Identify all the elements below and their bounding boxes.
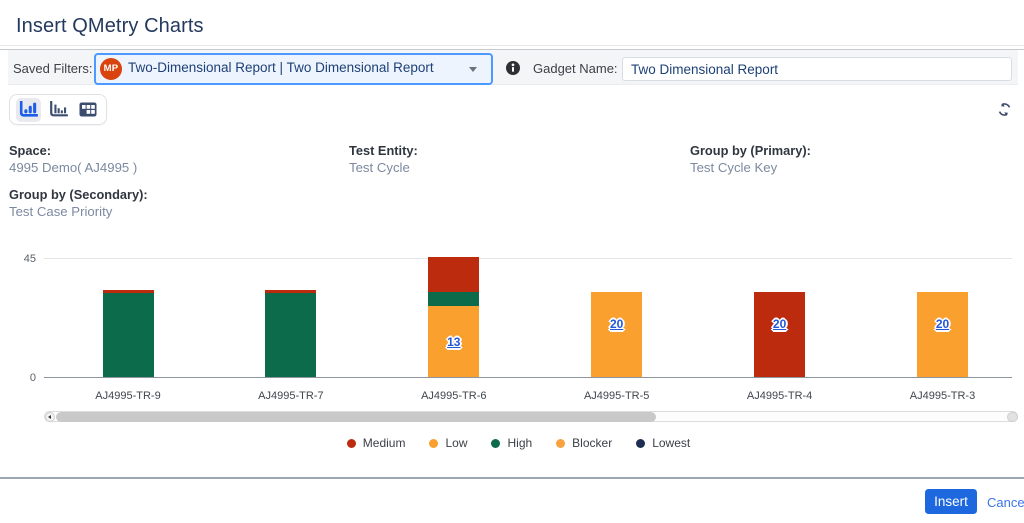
insert-button[interactable]: Insert	[925, 489, 977, 514]
stacked-bar-chart-icon	[19, 101, 38, 117]
meta-field-value: Test Case Priority	[9, 204, 113, 219]
bar-segment-high[interactable]	[102, 292, 154, 377]
legend-item-medium[interactable]: Medium	[346, 436, 406, 450]
x-axis-category-label: AJ4995-TR-7	[258, 390, 324, 402]
chart-legend: Medium Low High Blocker Lowest	[0, 436, 1024, 450]
x-axis-category-label: AJ4995-TR-6	[421, 390, 487, 402]
chart-scrollbar-thumb[interactable]	[56, 411, 656, 422]
table-icon	[79, 102, 97, 117]
legend-item-lowest[interactable]: Lowest	[636, 436, 690, 450]
saved-filters-select[interactable]: MP Two-Dimensional Report | Two Dimensio…	[94, 53, 493, 85]
scroll-left-button[interactable]	[44, 411, 55, 422]
meta-field: Group by (Secondary): Test Case Priority	[9, 186, 339, 221]
bar-segment-medium[interactable]	[102, 289, 154, 293]
table-view-button[interactable]	[76, 98, 101, 122]
toolbar-top-border	[0, 49, 1024, 50]
saved-filters-label: Saved Filters:	[13, 61, 93, 76]
x-axis-category-label: AJ4995-TR-5	[583, 390, 650, 402]
legend-dot	[636, 438, 646, 448]
gadget-name-label: Gadget Name:	[533, 61, 618, 76]
bar-count-link[interactable]: 20	[935, 316, 950, 331]
info-icon[interactable]	[506, 61, 520, 75]
meta-field: Group by (Primary): Test Cycle Key	[690, 142, 1020, 177]
legend-label: High	[507, 436, 533, 450]
meta-field-value: Test Cycle	[349, 160, 410, 175]
bar-segment-low[interactable]	[917, 292, 968, 377]
meta-field-value: 4995 Demo( AJ4995 )	[9, 160, 138, 175]
legend-item-low[interactable]: Low	[429, 436, 467, 450]
chevron-down-icon	[469, 67, 477, 72]
legend-label: Blocker	[572, 436, 613, 450]
x-axis-category-label: AJ4995-TR-9	[95, 390, 161, 402]
header-divider	[0, 45, 1024, 46]
gadget-name-input[interactable]	[622, 57, 1012, 81]
meta-field-label: Group by (Secondary):	[9, 187, 148, 202]
x-axis-category-label: AJ4995-TR-3	[909, 390, 976, 402]
scroll-right-button[interactable]	[1007, 411, 1018, 422]
footer-divider	[0, 477, 1024, 479]
legend-item-high[interactable]: High	[491, 436, 532, 450]
legend-dot	[491, 438, 501, 448]
stacked-bar-chart-view-button[interactable]	[15, 97, 41, 122]
bar-segment-medium[interactable]	[754, 292, 806, 377]
legend-label: Lowest	[652, 436, 691, 450]
chart-type-switcher	[9, 94, 107, 125]
dialog-title: Insert QMetry Charts	[16, 15, 204, 37]
cancel-link[interactable]: Cancel	[987, 495, 1024, 510]
bar-chart-icon	[49, 101, 68, 117]
bar-count-link[interactable]: 20	[610, 316, 624, 331]
y-axis-tick-label: 45	[23, 252, 36, 265]
bar-count-link[interactable]: 20	[772, 316, 787, 331]
x-axis-line	[44, 376, 1012, 379]
meta-field: Space: 4995 Demo( AJ4995 )	[9, 142, 339, 177]
bar-segment-high[interactable]	[265, 292, 317, 377]
legend-label: Low	[445, 436, 468, 450]
refresh-icon[interactable]	[998, 103, 1012, 117]
toolbar: Saved Filters: MP Two-Dimensional Report…	[8, 50, 1018, 85]
bar-segment-low[interactable]	[428, 305, 480, 377]
bar-count-link[interactable]: 13	[447, 335, 461, 350]
meta-field-value: Test Cycle Key	[690, 160, 778, 175]
gridline	[44, 258, 1012, 260]
legend-dot	[346, 438, 356, 448]
filter-type-badge: MP	[100, 58, 122, 80]
x-axis-category-label: AJ4995-TR-4	[746, 390, 813, 402]
bar-segment-medium[interactable]	[428, 256, 480, 292]
meta-field-label: Group by (Primary):	[690, 143, 811, 158]
meta-field-label: Test Entity:	[349, 143, 418, 158]
bar-segment-high[interactable]	[428, 291, 480, 306]
meta-field: Test Entity: Test Cycle	[349, 142, 679, 177]
y-axis-tick-label: 0	[29, 371, 36, 384]
bar-segment-low[interactable]	[591, 292, 643, 377]
legend-dot	[556, 438, 566, 448]
legend-dot	[429, 438, 439, 448]
bar-chart-view-button[interactable]	[46, 98, 71, 122]
legend-label: Medium	[362, 436, 406, 450]
bar-segment-medium[interactable]	[265, 289, 317, 293]
saved-filter-value: Two-Dimensional Report | Two Dimensional…	[128, 60, 434, 75]
meta-field-label: Space:	[9, 143, 51, 158]
legend-item-blocker[interactable]: Blocker	[556, 436, 612, 450]
